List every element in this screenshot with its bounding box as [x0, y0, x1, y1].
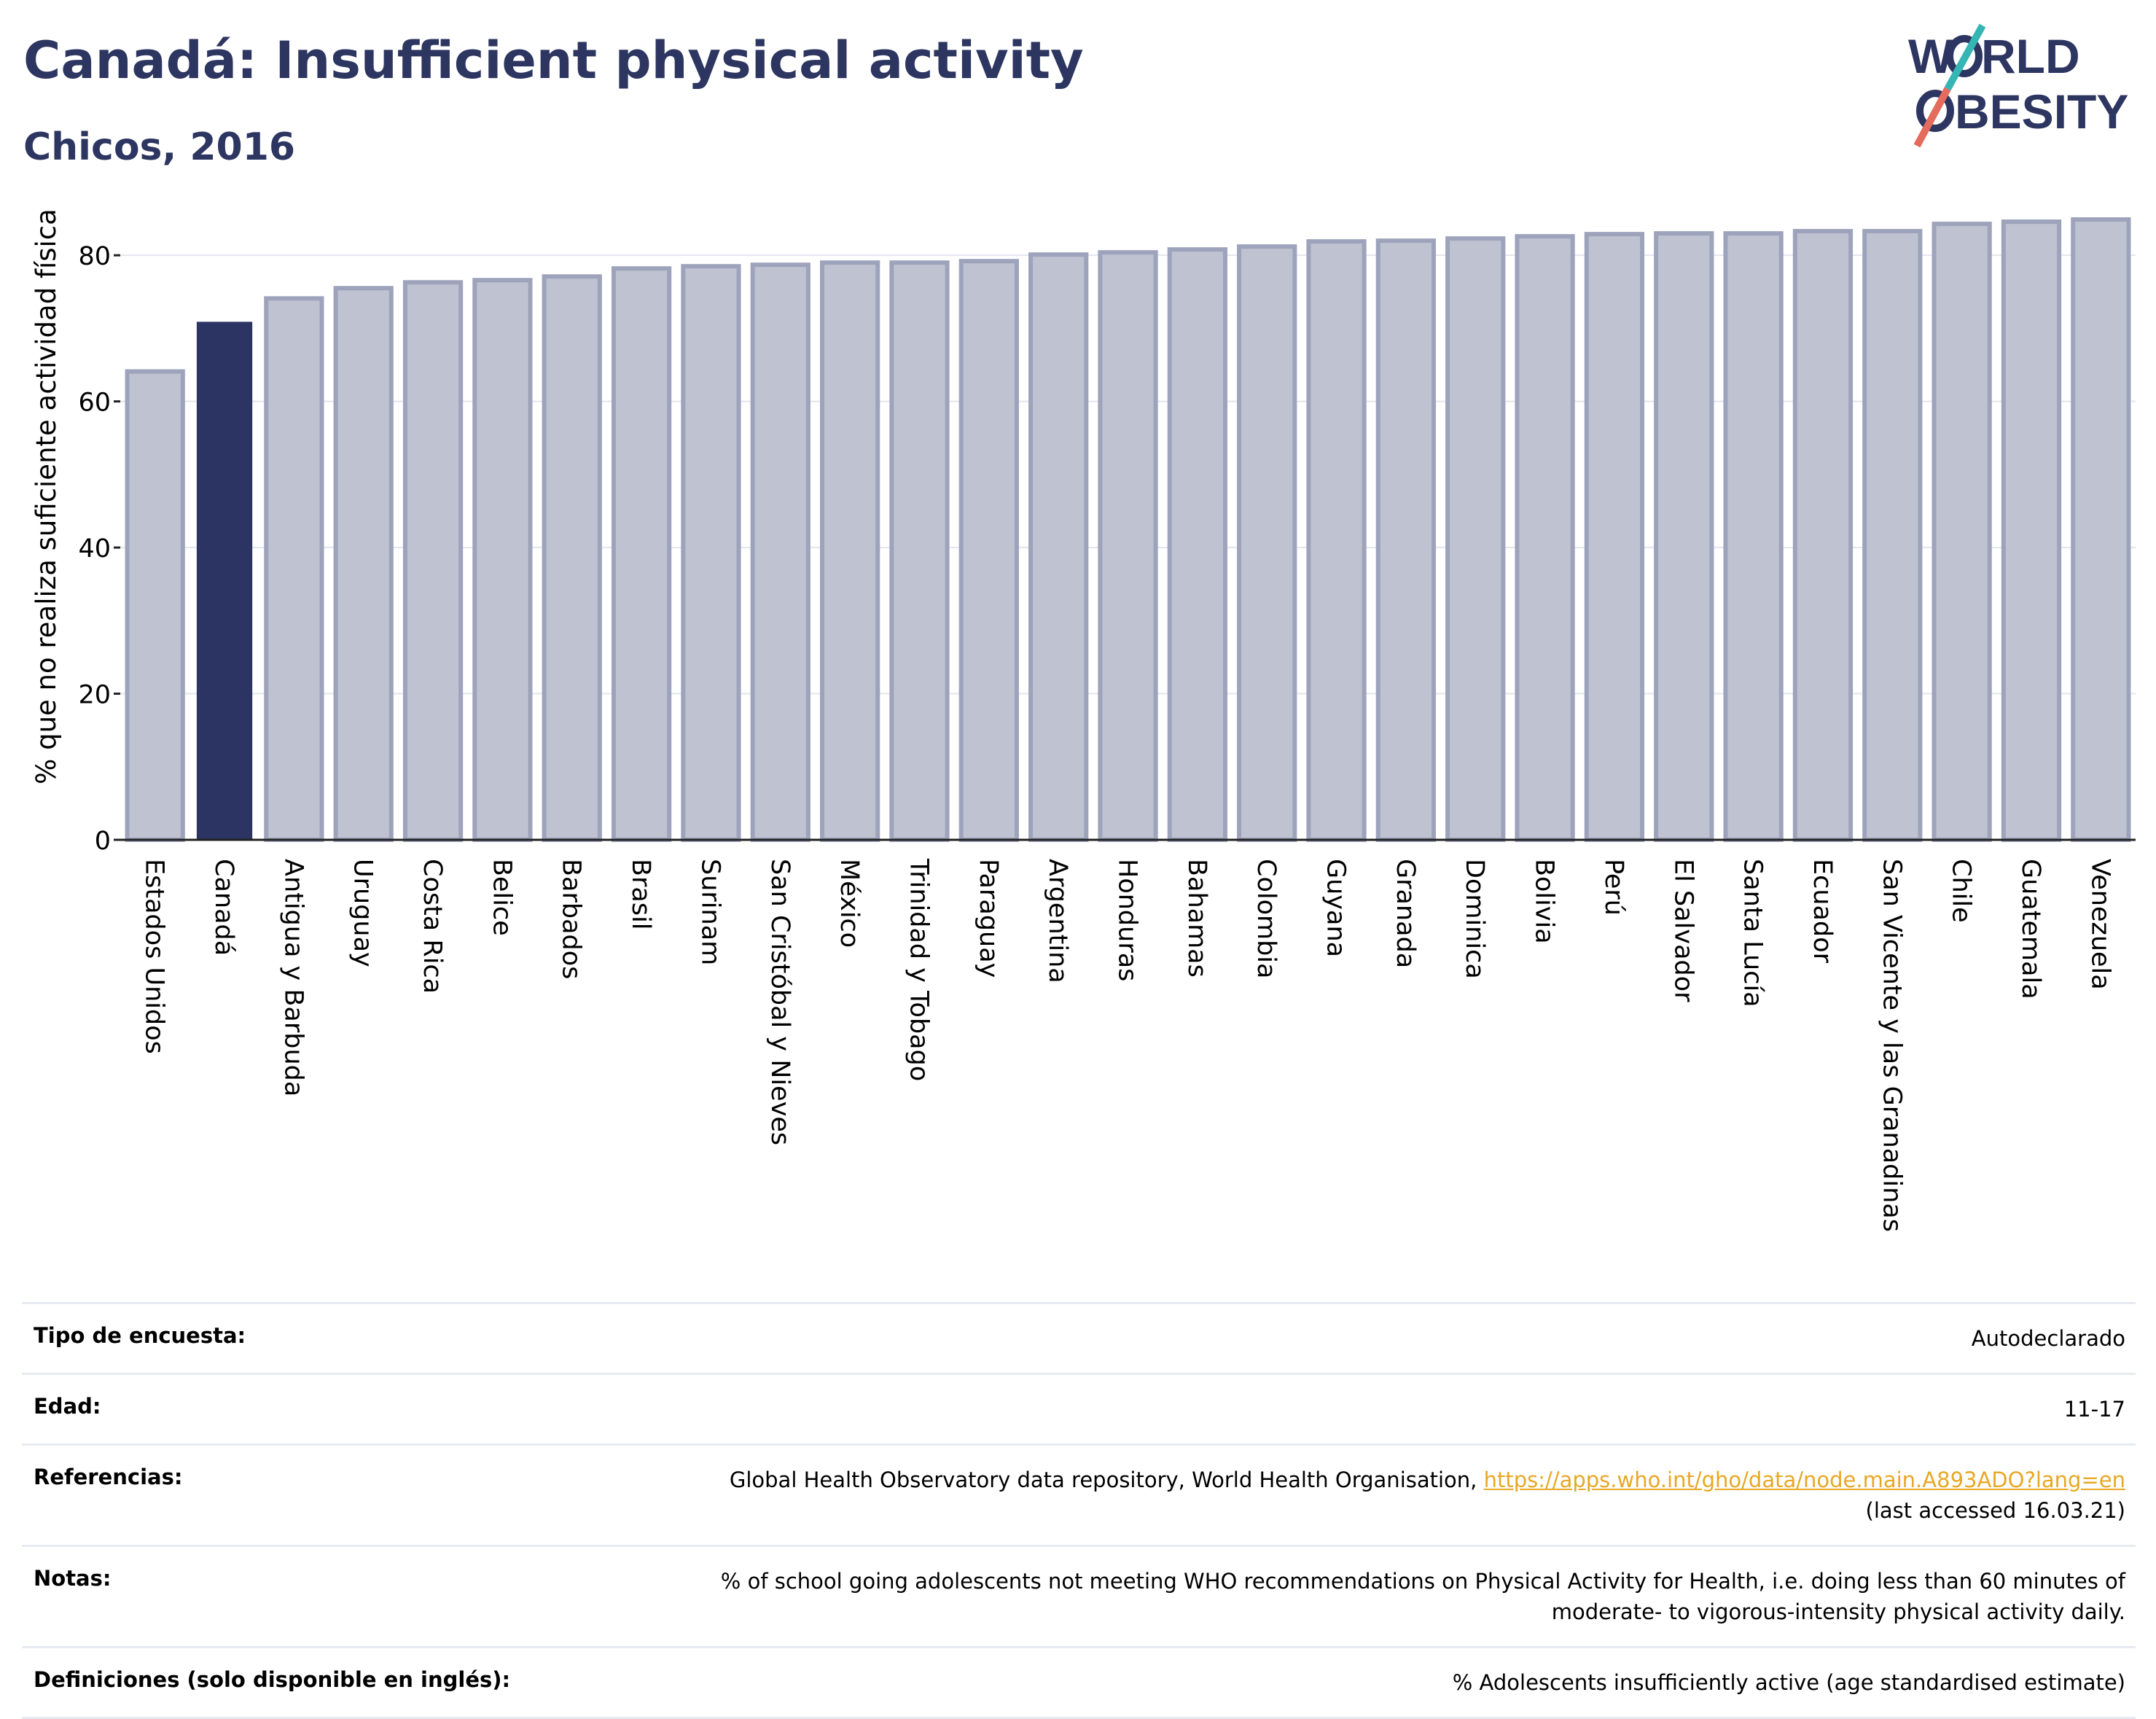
bar: [333, 286, 394, 842]
x-tick-label: Granada: [1391, 859, 1420, 968]
bar: [750, 262, 811, 842]
refs-value: Global Health Observatory data repositor…: [690, 1443, 2136, 1546]
y-tick-label: 40: [78, 534, 111, 564]
x-tick-label: San Vicente y las Granadinas: [1877, 859, 1906, 1232]
bar: [542, 274, 602, 842]
age-value: 11-17: [690, 1373, 2136, 1445]
bar: [1515, 234, 1575, 842]
bar: [402, 280, 464, 842]
page-title: Canadá: Insufficient physical activity: [23, 31, 1084, 90]
x-tick-label: Bahamas: [1182, 859, 1211, 978]
y-tick-label: 80: [78, 242, 111, 271]
x-tick-label: Venezuela: [2085, 859, 2114, 990]
bar: [125, 369, 185, 843]
x-tick-label: Chile: [1947, 859, 1976, 923]
x-tick-label: Canadá: [209, 859, 238, 956]
survey-label: Tipo de encuesta:: [22, 1302, 690, 1374]
notes-line2: moderate- to vigorous-intensity physical…: [1551, 1599, 2125, 1624]
x-tick-label: Belice: [487, 859, 516, 936]
bar: [1584, 232, 1645, 842]
defs-value: % Adolescents insufficiently active (age…: [690, 1646, 2136, 1719]
y-tick-label: 60: [78, 389, 111, 418]
metadata-table: Tipo de encuesta: Autodeclarado Edad: 11…: [22, 1302, 2136, 1719]
bar: [1028, 252, 1089, 842]
meta-row-refs: Referencias: Global Health Observatory d…: [22, 1443, 2136, 1546]
bar: [1167, 247, 1227, 842]
x-tick-label: Trinidad y Tobago: [904, 858, 933, 1081]
bar: [819, 260, 880, 843]
x-tick-label: Guyana: [1321, 859, 1351, 957]
logo-slash-coral: [1913, 87, 1951, 148]
refs-text: Global Health Observatory data repositor…: [729, 1467, 1484, 1492]
refs-link[interactable]: https://apps.who.int/gho/data/node.main.…: [1483, 1467, 2125, 1492]
bars: [125, 217, 2131, 843]
x-tick-label: Ecuador: [1808, 859, 1837, 964]
x-tick-label: Paraguay: [974, 859, 1003, 978]
x-tick-label: Estados Unidos: [140, 859, 169, 1054]
x-tick-label: Antigua y Barbuda: [278, 859, 308, 1096]
meta-row-age: Edad: 11-17: [22, 1373, 2136, 1445]
refs-accessed: (last accessed 16.03.21): [1865, 1498, 2125, 1523]
bar: [1375, 238, 1437, 843]
bar: [2001, 219, 2062, 842]
bar: [681, 264, 741, 843]
y-tick-label: 0: [95, 827, 111, 856]
logo-rld: RLD: [1981, 29, 2080, 83]
x-tick-label: San Cristóbal y Nieves: [765, 859, 794, 1145]
world-obesity-logo: W RLD BESITY: [1908, 23, 2128, 148]
x-tick-label: Surinam: [695, 859, 724, 965]
x-tick-label: Barbados: [557, 859, 586, 979]
bar: [1654, 231, 1714, 842]
logo-besity: BESITY: [1955, 85, 2128, 139]
notes-label: Notas:: [22, 1545, 690, 1648]
x-tick-label: Perú: [1599, 859, 1628, 916]
bar: [958, 259, 1019, 842]
x-axis-ticks: Estados Unidos Canadá Antigua y Barbuda Uru…: [140, 858, 2115, 1232]
bar: [472, 278, 533, 842]
logo-o-bottom: [1916, 90, 1954, 132]
x-tick-label: Guatemala: [2016, 859, 2045, 999]
x-tick-label: Brasil: [626, 859, 655, 930]
bar: [1723, 231, 1784, 842]
y-axis-label: % que no realiza suficiente actividad fí…: [31, 208, 62, 784]
bar: [264, 296, 324, 842]
notes-value: % of school going adolescents not meetin…: [690, 1545, 2136, 1648]
x-tick-label: Bolivia: [1530, 859, 1559, 944]
age-label: Edad:: [22, 1373, 690, 1445]
x-tick-label: Colombia: [1251, 859, 1281, 978]
survey-value: Autodeclarado: [690, 1302, 2136, 1374]
bar: [1306, 239, 1367, 843]
x-tick-label: Uruguay: [348, 859, 378, 967]
defs-label: Definiciones (solo disponible en inglés)…: [22, 1646, 690, 1719]
logo-o-top: [1946, 35, 1983, 77]
bar: [1862, 229, 1923, 843]
notes-line1: % of school going adolescents not meetin…: [720, 1569, 2125, 1594]
meta-row-defs: Definiciones (solo disponible en inglés)…: [22, 1646, 2136, 1719]
x-tick-label: El Salvador: [1668, 859, 1698, 1002]
bar: [889, 260, 950, 843]
x-tick-label: Santa Lucía: [1738, 859, 1768, 1007]
page-subtitle: Chicos, 2016: [23, 125, 296, 169]
x-tick-label: Costa Rica: [418, 859, 447, 994]
bar: [611, 266, 672, 843]
bar-chart: 0 20 40 60 80 Estados Unidos Canadá Antigua y …: [31, 208, 2136, 1232]
meta-row-notes: Notas: % of school going adolescents not…: [22, 1545, 2136, 1648]
bar: [1237, 244, 1297, 843]
refs-label: Referencias:: [22, 1443, 690, 1546]
bar: [1098, 250, 1158, 842]
bar: [2071, 217, 2131, 843]
x-tick-label: Argentina: [1043, 859, 1072, 983]
meta-row-survey: Tipo de encuesta: Autodeclarado: [22, 1302, 2136, 1374]
y-axis-ticks: 0 20 40 60 80: [78, 242, 120, 856]
y-tick-label: 20: [78, 681, 111, 710]
bar-highlight: [196, 321, 253, 840]
x-tick-label: Honduras: [1113, 859, 1142, 981]
x-tick-label: México: [835, 859, 864, 948]
bar: [1445, 236, 1506, 843]
bar: [1792, 229, 1854, 843]
bar: [1932, 222, 1992, 842]
logo-slash-teal: [1944, 23, 1986, 91]
x-tick-label: Dominica: [1460, 859, 1489, 979]
